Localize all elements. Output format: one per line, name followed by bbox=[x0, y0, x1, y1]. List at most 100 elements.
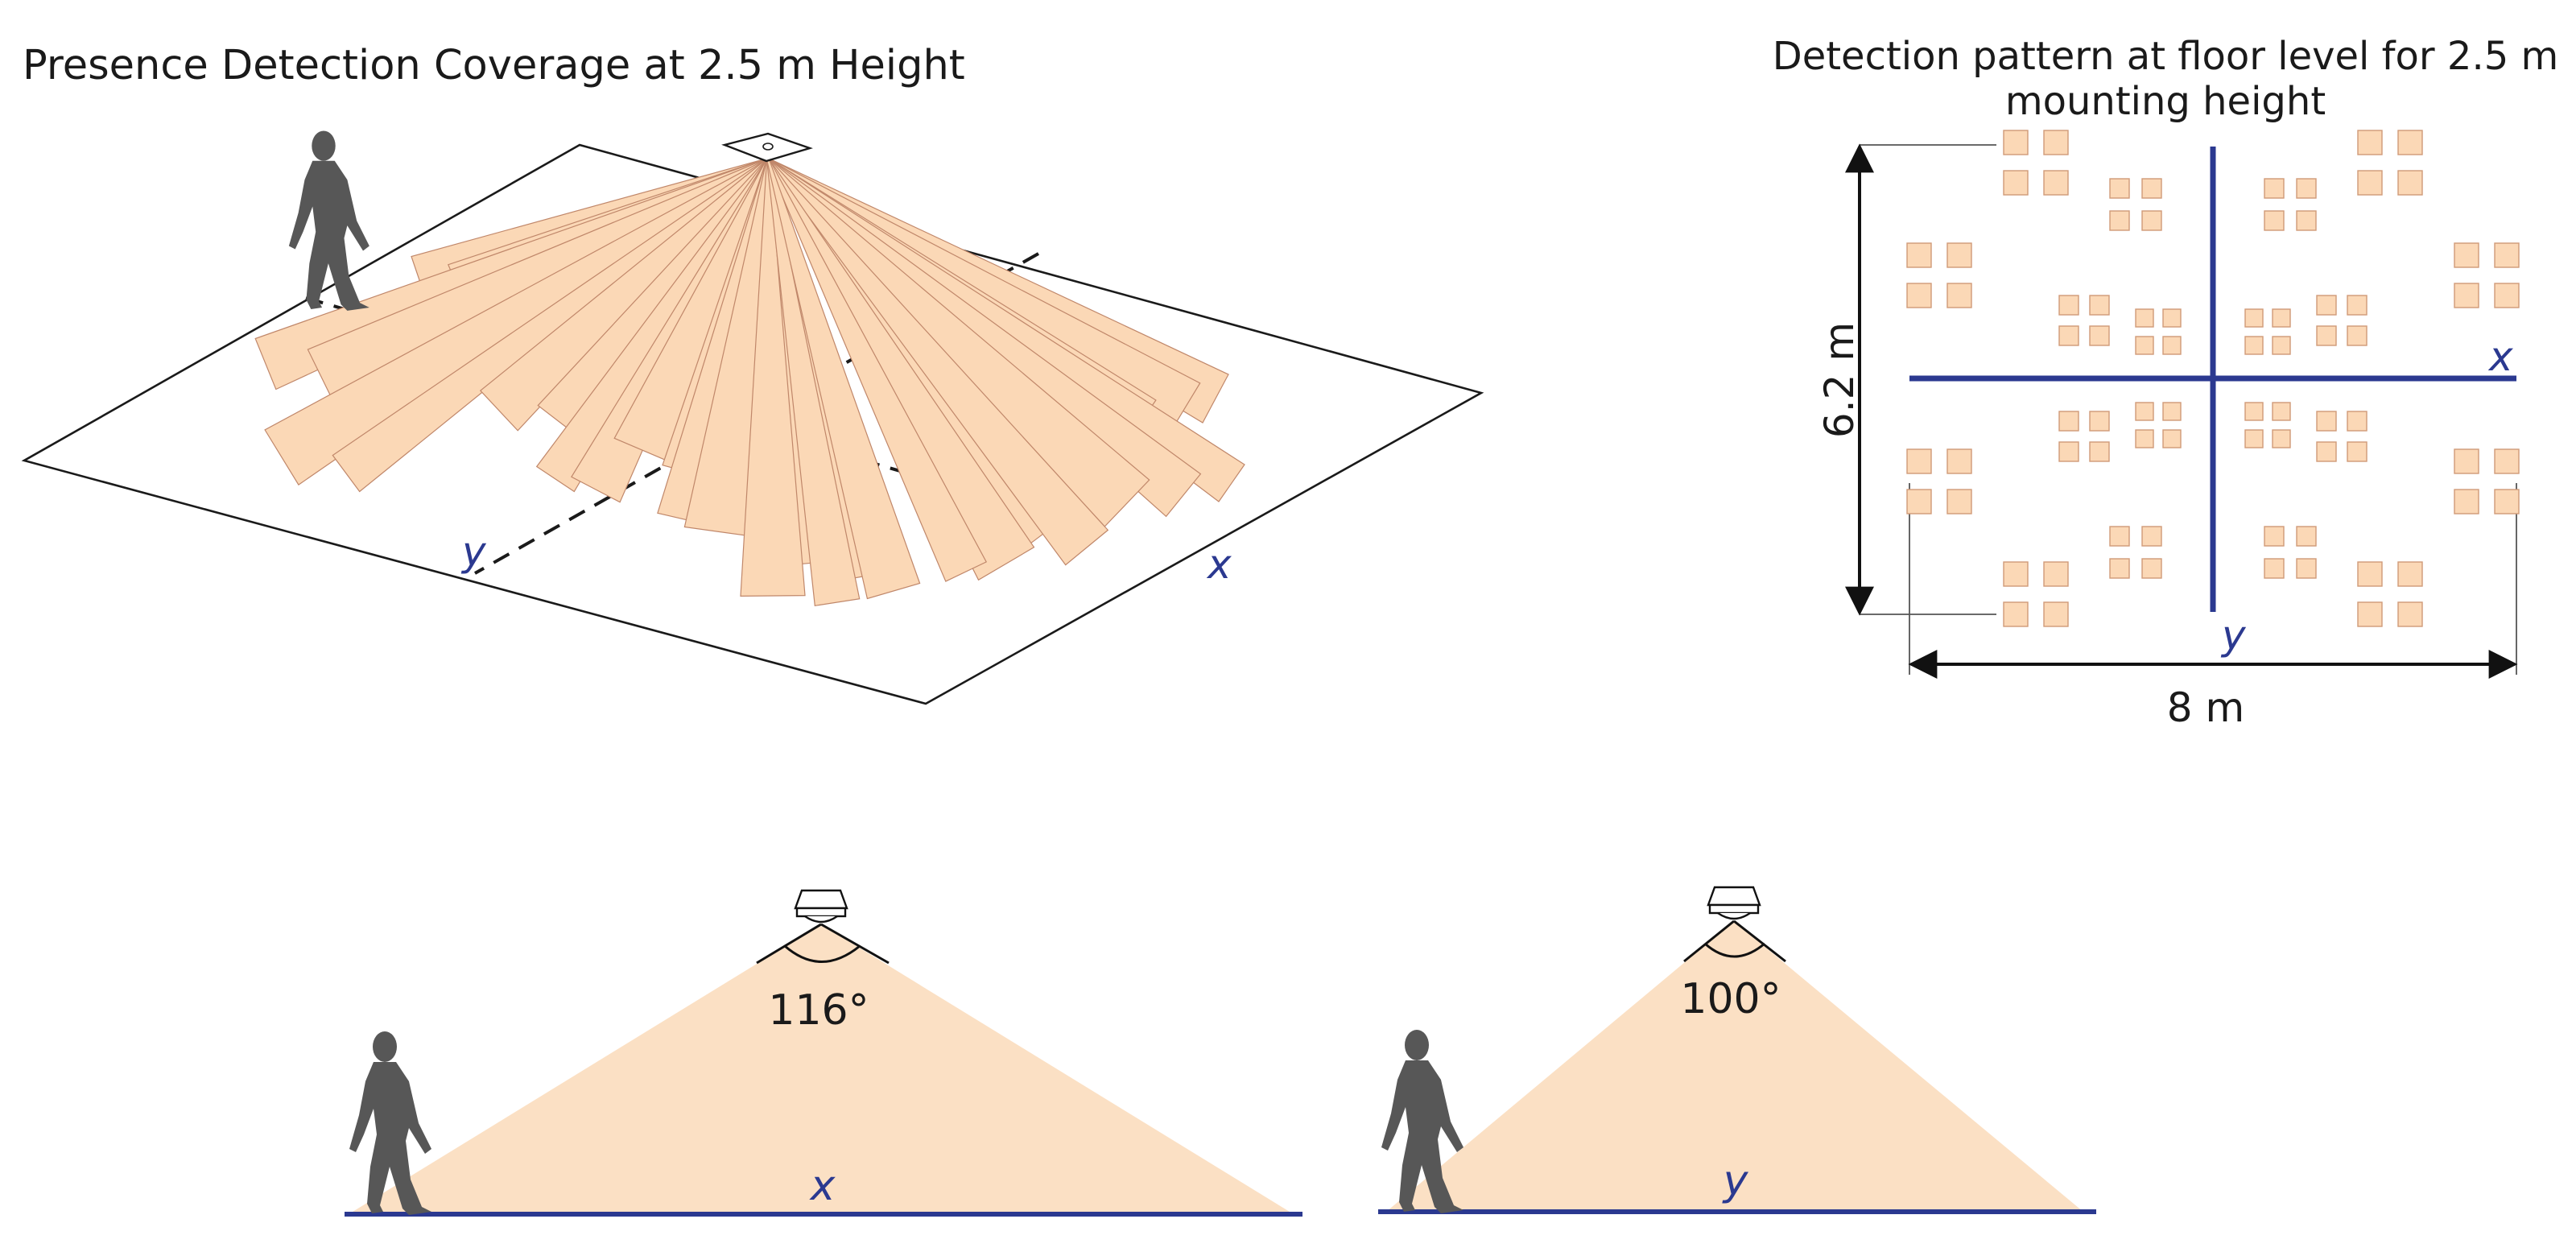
detection-zone bbox=[2272, 429, 2291, 448]
person-figure-main bbox=[288, 130, 369, 311]
detection-zone bbox=[2244, 402, 2264, 421]
detection-zone bbox=[2397, 130, 2423, 155]
detection-zone bbox=[2454, 283, 2479, 308]
detection-zone bbox=[2043, 130, 2069, 155]
side-view-x-coverage bbox=[353, 924, 1290, 1212]
detection-zone bbox=[2058, 295, 2079, 316]
detection-zone bbox=[2141, 210, 2162, 231]
side-view-y-coverage bbox=[1386, 921, 2083, 1212]
detection-zone bbox=[2244, 429, 2264, 448]
side-view-x-angle-marker bbox=[756, 923, 890, 965]
detection-zone bbox=[2296, 558, 2317, 579]
detection-zone bbox=[2494, 242, 2520, 268]
detection-zone bbox=[2316, 325, 2337, 346]
detection-zone bbox=[2043, 601, 2069, 627]
floor-pattern-title-line2: mounting height bbox=[2005, 79, 2326, 124]
floor-pattern-axis-x-label: x bbox=[2487, 333, 2513, 380]
detection-zone bbox=[2347, 295, 2368, 316]
detection-zone bbox=[2043, 170, 2069, 196]
detection-zone bbox=[2244, 308, 2264, 328]
detection-zone bbox=[2141, 178, 2162, 199]
detection-zone bbox=[2003, 130, 2029, 155]
detection-zone bbox=[2058, 325, 2079, 346]
detection-zone bbox=[2264, 526, 2285, 547]
main-axis-x-label: x bbox=[1206, 541, 1232, 588]
detection-zone bbox=[2135, 402, 2154, 421]
height-dimension-label: 6.2 m bbox=[1816, 322, 1863, 438]
detection-zone bbox=[2454, 448, 2479, 474]
detection-zone bbox=[2244, 336, 2264, 355]
width-dimension-label: 8 m bbox=[2167, 684, 2244, 731]
side-view-x-sensor-icon bbox=[794, 889, 848, 924]
detection-zone bbox=[2003, 561, 2029, 587]
side-view-y-angle-marker bbox=[1683, 919, 1786, 963]
detection-zone bbox=[2162, 402, 2182, 421]
dimension-extension-lines bbox=[1860, 144, 2517, 675]
detection-zone bbox=[2494, 283, 2520, 308]
detection-zone bbox=[1906, 242, 1932, 268]
detection-zone bbox=[2316, 411, 2337, 432]
main-coverage-diagram: Presence Detection Coverage at 2.5 m Hei… bbox=[21, 42, 1484, 705]
detection-zone bbox=[2397, 170, 2423, 196]
detection-zone bbox=[2264, 178, 2285, 199]
floor-pattern-axis-y-label: y bbox=[2220, 612, 2247, 659]
detection-zone bbox=[1906, 489, 1932, 514]
detection-zone bbox=[2357, 130, 2383, 155]
detection-zone bbox=[2058, 411, 2079, 432]
detection-zone bbox=[2272, 336, 2291, 355]
floor-plane bbox=[21, 143, 1484, 705]
detection-zone bbox=[2135, 308, 2154, 328]
side-view-y: 100° y bbox=[1378, 886, 2096, 1214]
floor-pattern-axes bbox=[1909, 147, 2516, 612]
detection-zone bbox=[2357, 170, 2383, 196]
main-axis-y-label: y bbox=[460, 528, 487, 575]
detection-zone bbox=[2058, 441, 2079, 462]
detection-zone bbox=[1946, 489, 1972, 514]
detection-zone bbox=[2141, 526, 2162, 547]
detection-zone bbox=[2089, 325, 2110, 346]
detection-zone bbox=[2397, 601, 2423, 627]
detection-zone bbox=[2162, 429, 2182, 448]
detection-zone bbox=[2347, 325, 2368, 346]
detection-zone bbox=[2264, 558, 2285, 579]
detection-zone bbox=[2494, 489, 2520, 514]
detection-zone bbox=[2264, 210, 2285, 231]
detection-zone bbox=[2162, 308, 2182, 328]
detection-zone bbox=[1946, 448, 1972, 474]
detection-zone bbox=[2043, 561, 2069, 587]
detection-zone bbox=[1906, 283, 1932, 308]
floor-pattern-diagram: Detection pattern at floor level for 2.5… bbox=[1773, 34, 2559, 731]
detection-beams bbox=[254, 157, 1245, 606]
detection-zone bbox=[2296, 210, 2317, 231]
detection-zone bbox=[1946, 242, 1972, 268]
detection-zone bbox=[2109, 526, 2130, 547]
detection-zone bbox=[2003, 170, 2029, 196]
detection-zone bbox=[2347, 411, 2368, 432]
detection-zone bbox=[2454, 489, 2479, 514]
detection-zone bbox=[2162, 336, 2182, 355]
detection-zone bbox=[2454, 242, 2479, 268]
main-diagram-title: Presence Detection Coverage at 2.5 m Hei… bbox=[23, 42, 965, 89]
side-view-x-axis-label: x bbox=[809, 1162, 836, 1210]
detection-zone bbox=[2272, 402, 2291, 421]
detection-zone bbox=[2003, 601, 2029, 627]
detection-zone bbox=[2089, 441, 2110, 462]
detection-zone bbox=[2089, 411, 2110, 432]
detection-zone bbox=[2109, 210, 2130, 231]
detection-zone bbox=[2357, 601, 2383, 627]
detection-zone bbox=[2109, 178, 2130, 199]
detection-zone bbox=[2296, 526, 2317, 547]
detection-zone bbox=[2397, 561, 2423, 587]
detection-zone bbox=[1906, 448, 1932, 474]
detection-zone bbox=[2089, 295, 2110, 316]
side-view-y-angle-label: 100° bbox=[1680, 975, 1781, 1023]
detection-zone bbox=[2135, 429, 2154, 448]
detection-zone bbox=[2109, 558, 2130, 579]
side-view-x-angle-label: 116° bbox=[768, 986, 869, 1035]
detection-zone bbox=[2296, 178, 2317, 199]
detection-zone bbox=[2316, 441, 2337, 462]
side-view-y-sensor-icon bbox=[1707, 886, 1761, 920]
detection-zone bbox=[2357, 561, 2383, 587]
detection-zone bbox=[2272, 308, 2291, 328]
